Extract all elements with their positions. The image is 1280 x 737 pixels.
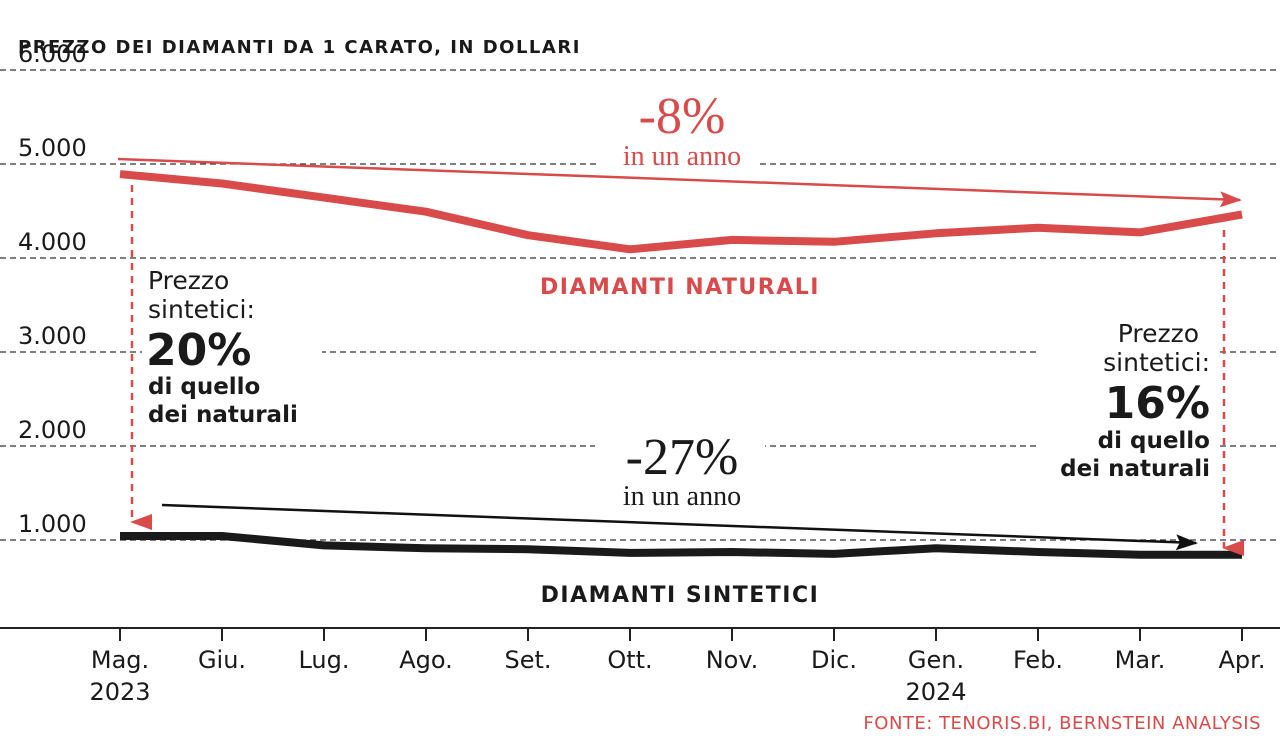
y-tick-label: 1.000 (18, 510, 87, 538)
x-year-label: 2024 (905, 678, 966, 706)
ratio-start-line3: di quello (148, 374, 260, 400)
synthetic-change-label-bg (595, 425, 765, 511)
ratio-start-line2: sintetici: (148, 295, 255, 324)
ratio-start-line1: Prezzo (148, 266, 229, 295)
x-tick-label: Dic. (811, 646, 857, 674)
y-tick-label: 6.000 (18, 40, 87, 68)
x-tick-label: Ago. (399, 646, 453, 674)
synthetic-change-label: in un anno (623, 481, 741, 512)
synthetic-trend-arrow (161, 503, 1198, 551)
series-line-synthetic (120, 532, 1242, 559)
natural-change-label-bg (600, 142, 760, 172)
ratio-end-line2: sintetici: (1103, 348, 1210, 377)
x-tick-label: Set. (504, 646, 551, 674)
source-note: FONTE: TENORIS.BI, BERNSTEIN ANALYSIS (863, 713, 1261, 734)
y-tick-label: 2.000 (18, 416, 87, 444)
y-tick-labels: 6.000 5.000 4.000 3.000 2.000 1.000 (18, 40, 87, 538)
ratio-end-bg (1036, 315, 1218, 485)
x-tick-label: Gen. (908, 646, 964, 674)
ratio-end-line4: dei naturali (1060, 456, 1210, 482)
series-label-natural: DIAMANTI NATURALI (540, 275, 820, 300)
x-tick-label: Mar. (1115, 646, 1166, 674)
series-line-natural (119, 170, 1243, 254)
ratio-start-line4: dei naturali (148, 402, 298, 428)
x-tick-label: Feb. (1013, 646, 1063, 674)
series-group (119, 170, 1243, 559)
synthetic-change-value: -27% (626, 429, 739, 486)
x-tick-label: Nov. (706, 646, 759, 674)
x-ticks: Mag. 2023 Giu. Lug. Ago. Set. Ott. Nov. Dic. Gen.… (89, 628, 1265, 706)
ratio-end-pct: 16% (1105, 378, 1210, 429)
ratio-end-line1: Prezzo (1118, 319, 1199, 348)
y-tick-label: 5.000 (18, 134, 87, 162)
x-tick-label: Ott. (607, 646, 652, 674)
x-tick-label: Apr. (1219, 646, 1266, 674)
natural-change-value: -8% (639, 88, 726, 145)
series-label-synthetic: DIAMANTI SINTETICI (541, 583, 820, 608)
x-tick-label: Giu. (198, 646, 246, 674)
y-tick-label: 3.000 (18, 322, 87, 350)
chart-title: PREZZO DEI DIAMANTI DA 1 CARATO, IN DOLL… (18, 37, 581, 58)
x-tick-label: Lug. (298, 646, 349, 674)
natural-change-label: in un anno (623, 141, 741, 172)
x-year-label: 2023 (89, 678, 150, 706)
ratio-start-bg (142, 262, 322, 432)
x-tick-label: Mag. (91, 646, 149, 674)
ratio-start-pct: 20% (146, 325, 251, 376)
y-tick-label: 4.000 (18, 228, 87, 256)
ratio-end-line3: di quello (1098, 428, 1210, 454)
natural-trend-arrow (117, 157, 1242, 208)
